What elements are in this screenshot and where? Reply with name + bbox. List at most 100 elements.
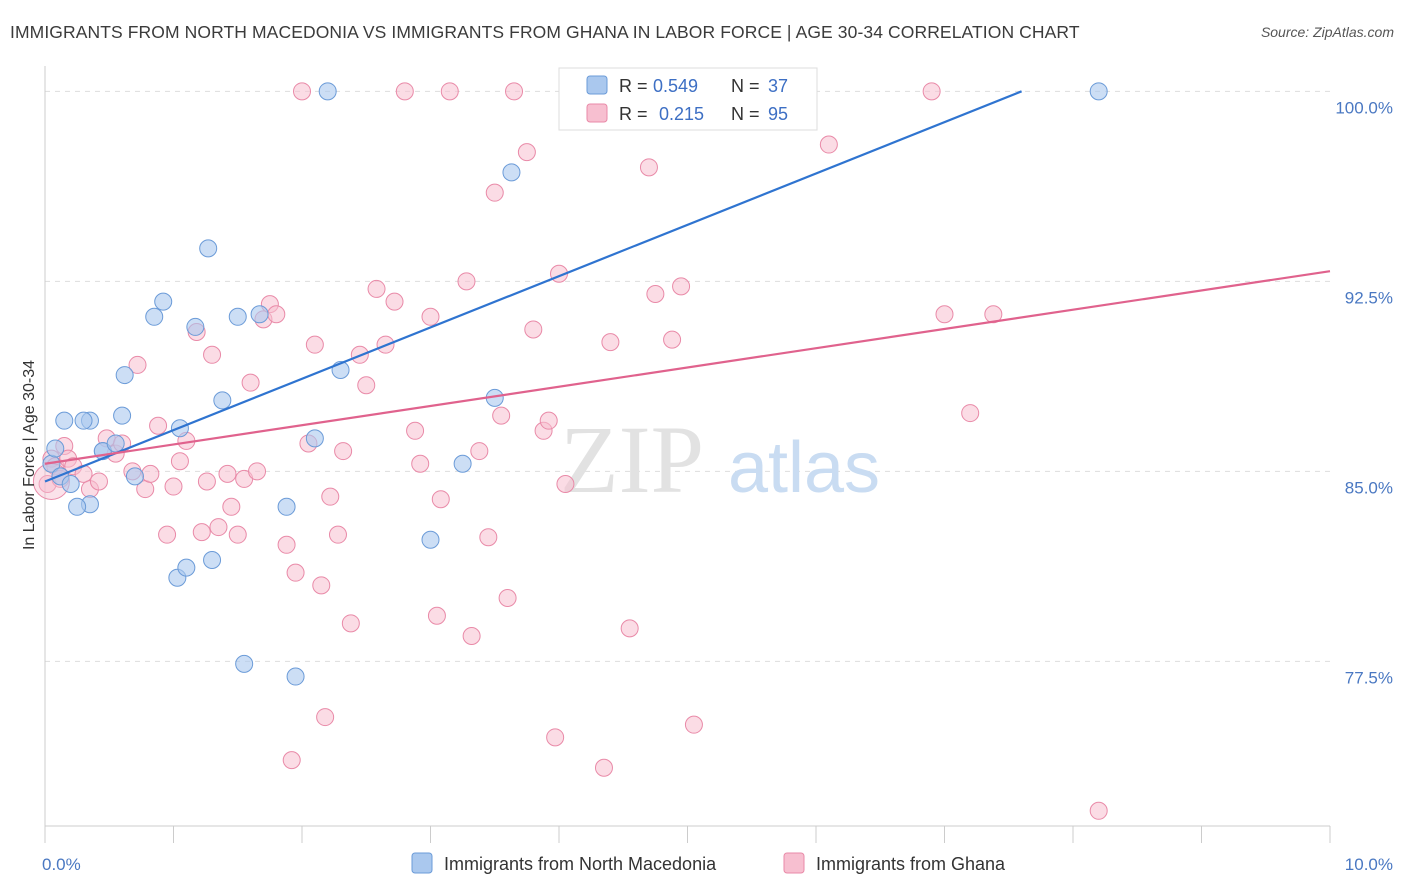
ghana-point <box>282 751 301 770</box>
y-tick-label: 85.0% <box>1345 478 1393 497</box>
north-macedonia-point <box>61 475 80 493</box>
north-macedonia-point <box>199 239 218 258</box>
ghana-point <box>498 589 517 607</box>
north-macedonia-point <box>305 429 324 448</box>
ghana-point <box>421 307 440 326</box>
north-macedonia-point <box>74 411 93 430</box>
north-macedonia-point <box>502 163 521 182</box>
north-macedonia-point <box>318 82 337 101</box>
ghana-point <box>228 525 247 544</box>
legend-r-label-1: R = <box>619 76 648 96</box>
ghana-point <box>492 406 511 425</box>
x-tick-label: 10.0% <box>1345 855 1393 874</box>
ghana-point <box>203 345 222 364</box>
bottom-legend-swatch-blue <box>411 852 433 874</box>
north-macedonia-point <box>1089 82 1108 101</box>
ghana-point <box>601 333 620 352</box>
ghana-point <box>646 285 665 303</box>
legend-n-label-2: N = <box>731 104 760 124</box>
ghana-point <box>411 454 430 473</box>
ghana-point <box>316 708 335 727</box>
legend-r-label-2: R = <box>619 104 648 124</box>
north-macedonia-point <box>46 439 65 458</box>
north-macedonia-point <box>145 307 164 326</box>
ghana-point <box>149 416 168 435</box>
ghana-point <box>141 464 160 483</box>
ghana-point <box>819 135 838 154</box>
ghana-point <box>639 158 658 177</box>
ghana-point <box>663 330 682 349</box>
ghana-point <box>277 535 296 554</box>
ghana-point <box>367 279 386 298</box>
legend-n-value-2: 95 <box>768 104 788 124</box>
ghana-point <box>312 576 331 595</box>
x-tick-labels: 0.0% 10.0% <box>42 855 1393 874</box>
ghana-point <box>546 728 565 747</box>
north-macedonia-point <box>115 366 134 385</box>
north-macedonia-point <box>250 305 269 324</box>
legend-n-value-1: 37 <box>768 76 788 96</box>
legend-swatch-pink <box>586 103 608 123</box>
y-tick-label: 77.5% <box>1345 668 1393 687</box>
ghana-point <box>334 442 353 461</box>
source-label: Source: ZipAtlas.com <box>1260 24 1394 40</box>
north-macedonia-point <box>286 667 305 686</box>
ghana-point <box>556 475 575 493</box>
ghana-point <box>164 477 183 496</box>
ghana-point <box>128 355 147 374</box>
ghana-point <box>984 305 1003 324</box>
ghana-trendline <box>44 270 1331 465</box>
ghana-point <box>321 487 340 506</box>
bottom-legend-swatch-pink <box>783 852 805 874</box>
ghana-point <box>539 411 558 430</box>
ghana-point <box>470 442 489 461</box>
ghana-point <box>479 528 498 547</box>
north-macedonia-point <box>203 551 222 569</box>
north-macedonia-point <box>453 454 472 473</box>
ghana-point <box>192 523 211 542</box>
grid-lines <box>45 90 1330 662</box>
axes <box>44 66 1331 843</box>
ghana-point <box>170 452 189 471</box>
ghana-point <box>286 563 305 582</box>
ghana-point <box>505 82 524 101</box>
ghana-point <box>524 320 543 339</box>
north-macedonia-point <box>228 307 247 326</box>
series-legend: Immigrants from North Macedonia Immigran… <box>411 852 1006 874</box>
ghana-point <box>395 82 414 101</box>
y-tick-label: 100.0% <box>1335 98 1393 117</box>
ghana-point <box>517 143 536 162</box>
ghana-point <box>89 472 108 491</box>
north-macedonia-point <box>106 434 125 453</box>
north-macedonia-point <box>277 497 296 516</box>
legend-r-value-1: 0.549 <box>653 76 698 96</box>
ghana-point <box>440 82 459 101</box>
trend-lines <box>44 90 1331 483</box>
ghana-point <box>594 758 613 777</box>
ghana-point <box>241 373 260 392</box>
ghana-point <box>328 525 347 544</box>
legend-r-value-2: 0.215 <box>659 104 704 124</box>
ghana-point <box>222 497 241 516</box>
ghana-point <box>385 292 404 311</box>
bottom-legend-label-pink: Immigrants from Ghana <box>816 854 1006 874</box>
ghana-point <box>620 619 639 638</box>
ghana-point <box>961 404 980 423</box>
stats-legend: R = 0.549 N = 37 R = 0.215 N = 95 <box>558 67 818 131</box>
ghana-point <box>457 272 476 291</box>
x-tick-label: 0.0% <box>42 855 81 874</box>
north-macedonia-point <box>177 558 196 577</box>
ghana-point <box>209 518 228 537</box>
y-tick-labels: 100.0% 92.5% 85.0% 77.5% <box>1335 98 1393 687</box>
ghana-point <box>431 490 450 509</box>
north-macedonia-trendline <box>44 90 1023 483</box>
watermark-atlas: atlas <box>728 428 880 508</box>
ghana-point <box>1089 801 1108 820</box>
ghana-point <box>485 183 504 202</box>
ghana-point <box>293 82 311 101</box>
y-axis-label: In Labor Force | Age 30-34 <box>21 360 38 550</box>
ghana-point <box>267 305 286 324</box>
north-macedonia-point <box>235 654 254 673</box>
north-macedonia-point <box>213 391 232 410</box>
